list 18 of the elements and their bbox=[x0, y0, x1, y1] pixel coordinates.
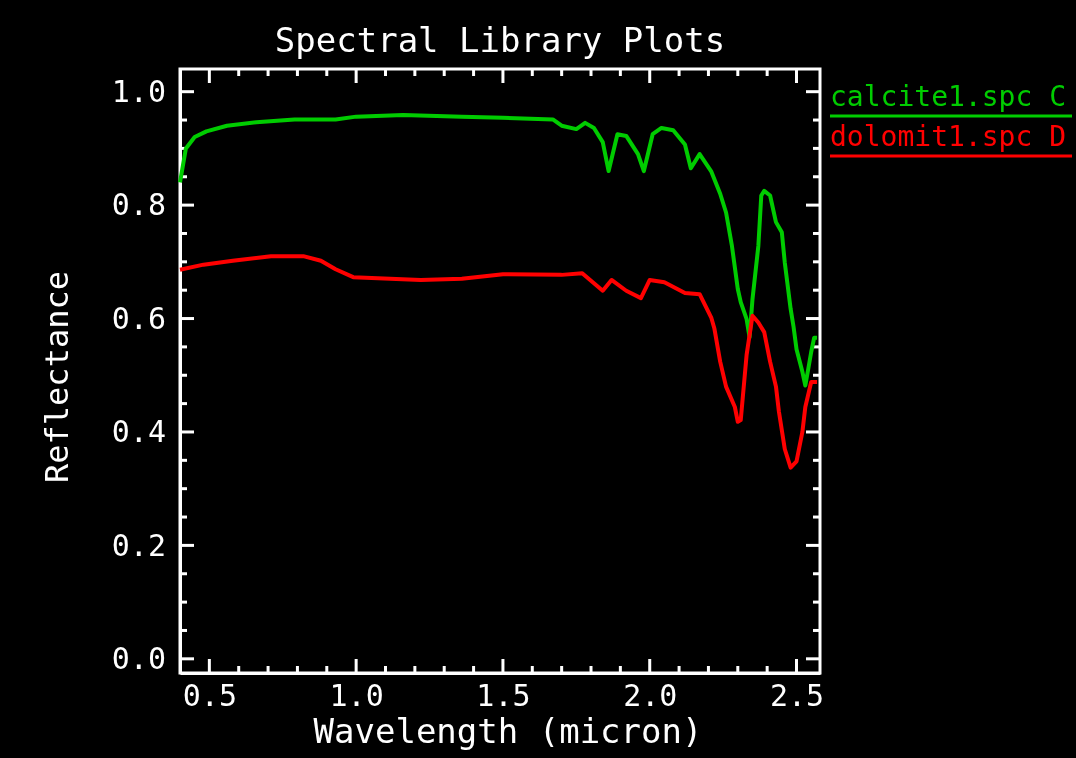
y-tick-label: 1.0 bbox=[111, 73, 166, 109]
y-tick-label: 0.0 bbox=[111, 640, 166, 676]
x-tick-label: 0.5 bbox=[182, 678, 237, 714]
line-series bbox=[178, 112, 820, 388]
chart-title: Spectral Library Plots bbox=[274, 20, 726, 60]
y-tick-label: 0.2 bbox=[111, 527, 166, 563]
text: dolomit1.spc D bbox=[830, 120, 1067, 153]
x-tick-label: 2.0 bbox=[623, 678, 678, 714]
x-tick-label: 1.5 bbox=[476, 678, 531, 714]
text: calcite1.spc C bbox=[830, 80, 1067, 113]
x-axis-title: Wavelength (micron) bbox=[313, 711, 703, 751]
y-tick-label: 0.6 bbox=[111, 300, 166, 336]
y-tick-label: 0.8 bbox=[111, 187, 166, 223]
y-tick-label: 0.4 bbox=[111, 414, 166, 450]
x-tick-label: 2.5 bbox=[769, 678, 825, 714]
line-series bbox=[178, 254, 820, 470]
x-tick-label: 1.0 bbox=[329, 678, 384, 714]
y-axis-title: Reflectance bbox=[38, 271, 76, 483]
